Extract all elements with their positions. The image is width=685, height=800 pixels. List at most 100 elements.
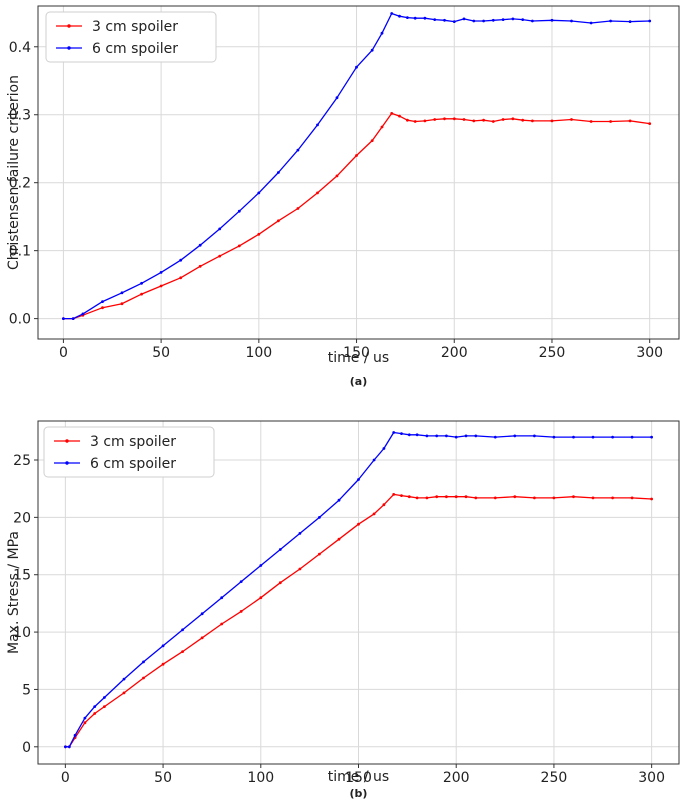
panel-b-data-point (407, 433, 411, 437)
panel-b-x-tick-label: 0 (61, 770, 70, 786)
panel-b-data-point (392, 431, 396, 434)
panel-a-data-point (648, 122, 652, 125)
panel-b-y-tick-label: 25 (13, 453, 31, 469)
panel-a-data-point (531, 119, 534, 123)
panel-a-data-point (491, 18, 495, 22)
panel-a-data-point (433, 118, 437, 121)
panel-b-data-point (435, 434, 439, 438)
panel-a-data-point (452, 20, 456, 23)
panel-a-data-point (296, 207, 300, 210)
panel-b-data-point (454, 495, 458, 499)
panel-a-data-point (335, 96, 339, 100)
panel-b-data-point (572, 495, 575, 499)
panel-a-data-point (370, 139, 374, 143)
panel-b-data-point (93, 712, 97, 715)
panel-a-data-point (140, 292, 144, 296)
panel-b-data-point (122, 677, 126, 681)
panel-b-data-point (513, 495, 517, 499)
panel-a-data-point (413, 120, 417, 123)
panel-a-data-point (277, 219, 280, 223)
panel-a-data-point (398, 14, 401, 18)
panel-a-data-point (609, 120, 612, 123)
panel-a-y-tick-label: 0.1 (9, 244, 31, 260)
panel-b-data-point (630, 496, 634, 500)
panel-a-data-point (370, 48, 374, 52)
panel-a-data-point (462, 118, 466, 121)
panel-a-data-point (398, 114, 401, 118)
panel-a-x-axis-label: time / us (328, 350, 389, 366)
panel-a-data-point (406, 16, 409, 19)
panel-b-data-point (122, 691, 126, 695)
panel-b-data-point (382, 503, 386, 507)
panel-a-data-point (198, 264, 202, 268)
panel-b-data-point (552, 435, 556, 439)
panel-b-data-point (435, 495, 439, 499)
panel-a-x-tick-label: 0 (59, 345, 68, 361)
panel-a-ticks: 0 50 100 150 200 250 300 0.0 0.1 0.2 0.3 0.4 (9, 40, 663, 361)
panel-a-y-axis-label: Christensen failure criterion (6, 75, 22, 270)
panel-b-data-point (161, 662, 165, 666)
panel-b-data-point (298, 567, 302, 571)
panel-a-data-point (81, 312, 85, 316)
panel-a-legend-marker-6cm (67, 46, 71, 50)
panel-b-data-point (93, 705, 97, 708)
panel-a-data-point (609, 19, 612, 23)
panel-b-legend-box (43, 426, 215, 478)
panel-b-series-line-0 (65, 493, 652, 748)
panel-a-data-point (237, 209, 241, 213)
panel-b-data-point (464, 495, 468, 499)
panel-a-x-tick-label: 50 (152, 345, 170, 361)
panel-b-data-point (533, 434, 536, 438)
panel-b-data-point (415, 433, 419, 437)
panel-a-data-point (257, 232, 261, 236)
panel-a-data-point (120, 291, 124, 295)
panel-a-data-point (218, 227, 222, 231)
panel-a-data-point (257, 191, 261, 195)
panel-a-data-point (335, 174, 339, 178)
panel-a-data-point (62, 317, 65, 320)
panel-b-ticks: 0 50 100 150 200 250 300 0 5 10 15 20 25 (13, 453, 665, 786)
panel-a-data-point (218, 254, 222, 258)
panel-a-data-point (511, 117, 515, 121)
panel-a-data-point (462, 17, 466, 21)
panel-b-data-point (239, 580, 243, 583)
panel-a-data-point (570, 19, 573, 23)
panel-b-data-point (181, 628, 185, 632)
panel-b-data-point (83, 716, 87, 720)
panel-a-x-tick-label: 150 (343, 345, 370, 361)
panel-a-legend: 3 cm spoiler 6 cm spoiler (45, 11, 217, 63)
panel-b-data-point (278, 548, 282, 551)
panel-b-data-point (181, 650, 185, 653)
panel-a-data-point (511, 17, 515, 21)
panel-a-data-point (531, 19, 534, 23)
panel-b-data-point (259, 596, 263, 600)
panel-a-data-point (101, 306, 104, 310)
panel-a-data-point (472, 119, 476, 123)
panel-b-data-point (533, 496, 536, 500)
panel-a-legend-label-6cm: 6 cm spoiler (92, 41, 178, 57)
panel-b-data-point (611, 435, 614, 439)
panel-a-data-point (380, 31, 384, 35)
panel-b-data-point (454, 435, 458, 439)
panel-b-series-line-1 (65, 431, 652, 748)
panel-b-x-tick-label: 250 (541, 770, 568, 786)
panel-b-x-tick-label: 50 (154, 770, 172, 786)
panel-b-data-point (239, 610, 243, 613)
panel-b-legend-marker-6cm (65, 461, 69, 465)
panel-b-legend: 3 cm spoiler 6 cm spoiler (43, 426, 215, 478)
panel-b-data-point (103, 696, 106, 699)
panel-b-data-point (493, 496, 497, 500)
panel-b-data-point (493, 435, 497, 439)
panel-a: 0 50 100 150 200 250 300 0.0 0.1 0.2 0.3 0.4 time /… (6, 5, 680, 388)
panel-a-data-point (501, 18, 505, 21)
panel-b-data-point (298, 532, 302, 535)
panel-b-y-tick-label: 0 (22, 740, 31, 756)
panel-b-data-point (142, 676, 145, 680)
panel-a-data-point (355, 154, 358, 157)
panel-b-x-tick-label: 150 (345, 770, 372, 786)
panel-b-data-point (513, 434, 517, 438)
panel-a-data-point (406, 118, 409, 122)
panel-b-data-point (67, 745, 71, 749)
panel-a-data-point (277, 171, 280, 174)
